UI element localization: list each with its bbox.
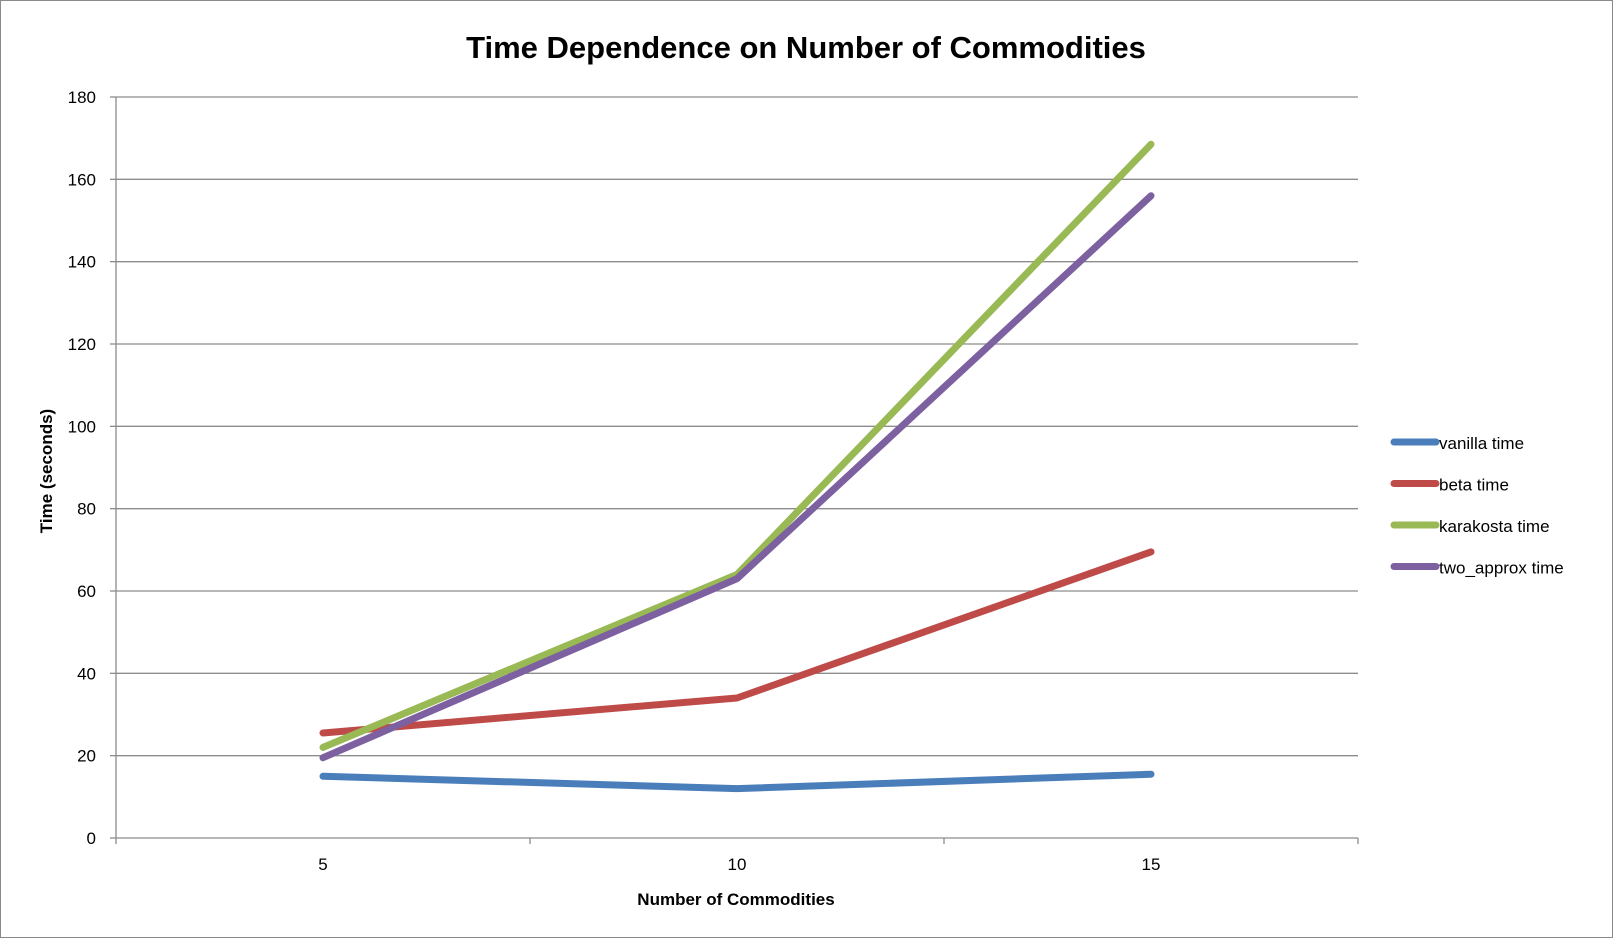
y-tick-label: 0 — [87, 829, 96, 848]
y-tick-label: 100 — [68, 417, 96, 436]
legend-item: vanilla time — [1390, 434, 1524, 453]
series-line-karakosta-time — [319, 140, 1155, 751]
series-line-vanilla-time — [319, 770, 1155, 793]
series-lines — [319, 140, 1155, 793]
legend-item: karakosta time — [1390, 517, 1550, 536]
y-tick-label: 140 — [68, 253, 96, 272]
series-line-beta-time — [319, 548, 1155, 737]
series-line-two-approx-time — [319, 192, 1155, 762]
gridlines — [116, 96, 1358, 757]
legend: vanilla time beta time karakosta time two_a… — [1390, 434, 1564, 578]
y-tick-label: 180 — [68, 88, 96, 107]
legend-item: beta time — [1390, 476, 1509, 495]
y-tick-label: 120 — [68, 335, 96, 354]
y-tick-label: 60 — [77, 582, 96, 601]
x-tick-labels: 5 10 15 — [318, 855, 1160, 874]
y-tick-labels: 0 20 40 60 80 100 120 140 160 180 — [68, 88, 96, 848]
x-tick-label: 10 — [728, 855, 747, 874]
chart-title: Time Dependence on Number of Commodities — [466, 30, 1146, 65]
legend-label: beta time — [1439, 476, 1509, 495]
legend-item: two_approx time — [1390, 559, 1564, 578]
axes — [110, 96, 1359, 844]
x-tick-label: 5 — [318, 855, 327, 874]
legend-label: two_approx time — [1439, 559, 1564, 578]
y-tick-label: 80 — [77, 500, 96, 519]
legend-label: karakosta time — [1439, 517, 1550, 536]
x-axis-title: Number of Commodities — [637, 890, 834, 909]
y-tick-label: 20 — [77, 747, 96, 766]
y-tick-label: 160 — [68, 170, 96, 189]
y-axis-title: Time (seconds) — [37, 409, 56, 533]
legend-label: vanilla time — [1439, 434, 1524, 453]
x-tick-label: 15 — [1142, 855, 1161, 874]
y-tick-label: 40 — [77, 664, 96, 683]
